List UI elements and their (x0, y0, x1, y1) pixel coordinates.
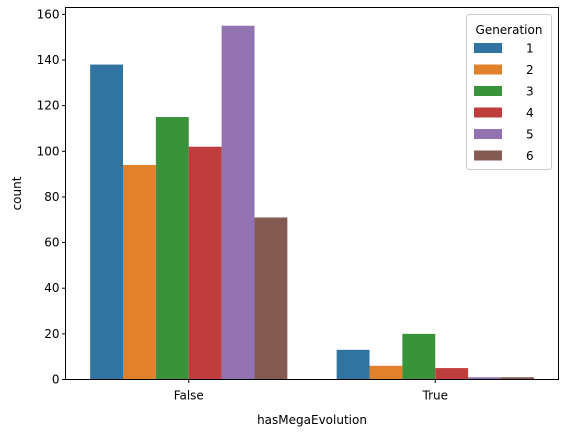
bar-gen1-false (90, 64, 124, 380)
bar-gen1-true (336, 349, 370, 380)
plot-frame (65, 7, 559, 380)
legend-entry-label: 1 (526, 42, 534, 56)
bar-gen4-false (188, 146, 222, 380)
legend-entry-label: 2 (526, 63, 534, 77)
y-tick-label: 120 (37, 99, 60, 113)
x-axis: False True (174, 379, 449, 403)
y-tick-label: 140 (37, 53, 60, 67)
legend-swatch (474, 86, 502, 96)
bar-gen6-false (254, 217, 288, 380)
bar-gen2-false (123, 164, 156, 380)
legend-swatch (474, 150, 502, 161)
bar-gen3-false (155, 117, 189, 380)
legend-entry-label: 3 (526, 85, 534, 99)
y-tick-label: 100 (37, 144, 60, 158)
y-tick-label: 160 (37, 7, 60, 21)
y-axis-label: count (10, 176, 24, 210)
bar-gen4-true (435, 368, 469, 380)
bar-gen5-false (221, 25, 255, 380)
bar-gen3-true (402, 333, 436, 380)
legend-title: Generation (476, 23, 543, 37)
y-tick-label: 20 (44, 327, 59, 341)
legend-swatch (474, 43, 502, 53)
legend-swatch (474, 64, 502, 75)
bar-gen6-true (500, 377, 534, 380)
x-tick-label: True (422, 389, 449, 403)
legend-entry-label: 5 (526, 128, 534, 142)
y-axis: 0 20 40 60 80 100 120 140 160 (37, 7, 66, 387)
legend-entry-label: 6 (526, 149, 534, 163)
legend-swatch (474, 107, 502, 118)
y-tick-label: 0 (52, 373, 60, 387)
legend: Generation 1 2 3 4 5 6 (466, 14, 552, 170)
bar-gen2-true (369, 365, 403, 380)
x-axis-label: hasMegaEvolution (257, 413, 367, 427)
y-tick-label: 80 (44, 190, 59, 204)
legend-entry-label: 4 (526, 106, 534, 120)
y-tick-label: 40 (44, 281, 59, 295)
y-tick-label: 60 (44, 236, 59, 250)
bars-group (90, 25, 534, 380)
legend-swatch (474, 129, 502, 139)
bar-gen5-true (468, 377, 501, 380)
x-tick-label: False (174, 389, 204, 403)
